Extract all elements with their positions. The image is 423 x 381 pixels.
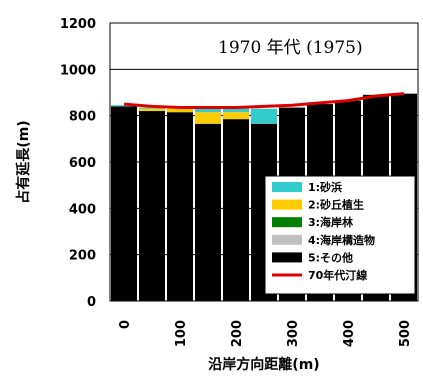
bar-その他 <box>166 112 194 301</box>
bar-砂丘植生 <box>166 108 194 113</box>
bar-その他 <box>222 119 250 302</box>
legend-swatch <box>272 217 302 228</box>
y-axis-ticks: 0 200 400 600 800 1000 1200 <box>60 17 96 310</box>
x-axis-title: 沿岸方向距離(m) <box>208 356 319 373</box>
x-axis-ticks: 0 100 200 300 400 500 <box>118 320 413 347</box>
bar-砂浜 <box>138 107 166 109</box>
legend-label: 4:海岸構造物 <box>308 233 375 247</box>
legend-swatch <box>272 199 302 210</box>
legend: 1:砂浜 2:砂丘植生 3:海岸林 4:海岸構造物 5:その他 70年代汀線 <box>264 175 416 295</box>
shoreline-line <box>123 92 405 110</box>
bar-砂浜 <box>222 107 250 113</box>
x-tick-label: 100 <box>174 320 189 347</box>
bar-砂丘植生 <box>138 108 166 112</box>
bar-その他 <box>138 111 166 302</box>
shoreline-series <box>123 92 405 110</box>
plot-frame <box>109 22 419 302</box>
legend-swatch <box>272 234 302 245</box>
x-tick-label: 200 <box>230 320 245 347</box>
y-tick-label: 1000 <box>60 63 96 78</box>
x-tick-label: 500 <box>398 320 413 347</box>
legend-label: 5:その他 <box>308 250 353 264</box>
x-tick-label: 0 <box>118 320 133 329</box>
x-tick-label: 300 <box>286 320 301 347</box>
y-tick-label: 600 <box>69 156 96 171</box>
legend-swatch <box>272 182 302 192</box>
bar-砂浜 <box>110 105 138 107</box>
y-tick-label: 0 <box>87 295 96 310</box>
y-axis-title: 占有延長(m) <box>15 120 32 203</box>
bar-砂浜 <box>194 107 222 113</box>
bar-その他 <box>110 106 138 302</box>
bar-砂丘植生 <box>194 112 222 124</box>
y-tick-label: 400 <box>69 202 96 217</box>
chart-title: 1970 年代 (1975) <box>218 38 363 58</box>
bars <box>110 93 418 302</box>
y-tick-label: 1200 <box>60 17 96 32</box>
legend-label: 70年代汀線 <box>308 268 367 282</box>
legend-label: 1:砂浜 <box>308 180 342 194</box>
y-tick-label: 800 <box>69 110 96 125</box>
legend-swatch <box>272 252 302 263</box>
y-tick-label: 200 <box>69 249 96 264</box>
bar-その他 <box>194 123 222 302</box>
bar-砂浜 <box>250 108 278 124</box>
bar-砂丘植生 <box>222 112 250 120</box>
legend-label: 2:砂丘植生 <box>308 198 364 212</box>
x-tick-label: 400 <box>342 320 357 347</box>
legend-label: 3:海岸林 <box>308 215 353 229</box>
